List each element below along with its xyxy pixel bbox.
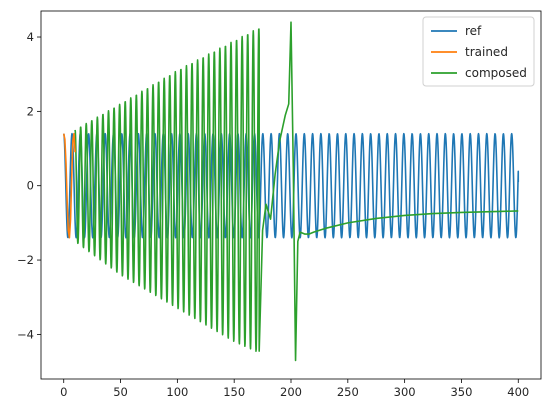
y-tick-label: −4 [17, 327, 34, 341]
x-tick-label: 250 [337, 385, 359, 399]
x-axis-ticks: 0 50 100 150 200 250 300 350 400 [60, 379, 529, 399]
x-tick-label: 150 [223, 385, 245, 399]
x-tick-label: 300 [394, 385, 416, 399]
y-tick-label: 2 [27, 104, 34, 118]
x-tick-label: 400 [507, 385, 529, 399]
legend-box [422, 16, 535, 87]
series-line-ref [62, 132, 520, 239]
x-tick-label: 350 [450, 385, 472, 399]
series-layer [62, 21, 520, 362]
y-axis-ticks: −4 −2 0 2 4 [17, 30, 41, 341]
y-tick-label: 4 [27, 30, 34, 44]
series-line-composed [74, 21, 519, 362]
x-tick-label: 100 [166, 385, 188, 399]
y-tick-label: −2 [17, 253, 34, 267]
x-tick-label: 200 [280, 385, 302, 399]
legend-label-trained: trained [465, 45, 508, 59]
y-tick-label: 0 [27, 179, 34, 193]
x-tick-label: 0 [60, 385, 67, 399]
legend: ref trained composed [422, 16, 535, 87]
legend-label-ref: ref [465, 24, 482, 38]
legend-label-composed: composed [465, 66, 527, 80]
x-tick-label: 50 [113, 385, 128, 399]
series-line-trained [62, 132, 76, 239]
